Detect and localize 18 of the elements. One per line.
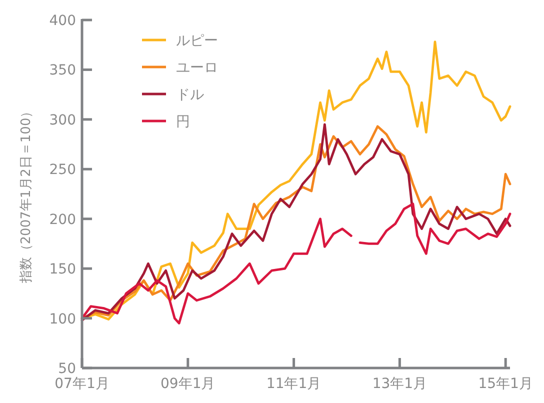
x-tick-label: 15年1月 [478, 376, 533, 392]
legend-label: ユーロ [176, 60, 218, 76]
x-tick-label: 13年1月 [372, 376, 428, 392]
x-tick-label: 07年1月 [54, 376, 110, 392]
y-tick-label: 400 [49, 13, 76, 29]
y-tick-label: 150 [49, 262, 76, 278]
y-tick-label: 200 [49, 212, 76, 228]
y-tick-label: 50 [58, 361, 76, 377]
y-tick-label: 100 [49, 311, 76, 328]
y-tick-label: 300 [49, 112, 76, 128]
y-tick-label: 250 [49, 162, 76, 178]
y-tick-label: 350 [49, 62, 76, 79]
legend-label: ルピー [176, 33, 218, 49]
x-tick-label: 09年1月 [160, 376, 216, 392]
legend-label: 円 [176, 114, 190, 130]
legend-label: ドル [176, 87, 204, 103]
x-tick-label: 11年1月 [266, 376, 322, 392]
y-axis-title: 指数（2007年1月2日＝100） [19, 104, 34, 284]
